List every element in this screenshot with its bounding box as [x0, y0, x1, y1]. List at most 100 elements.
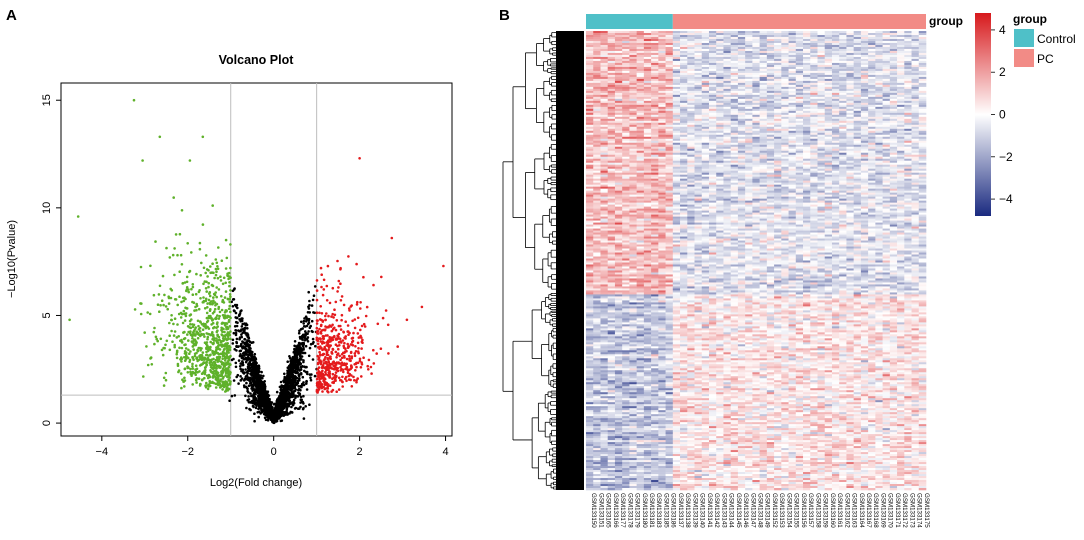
data-point [176, 253, 179, 257]
data-point [297, 387, 301, 391]
data-point [225, 387, 228, 390]
data-point [337, 388, 341, 391]
data-point [313, 374, 317, 378]
data-point [197, 333, 201, 336]
data-point [191, 356, 195, 360]
heatmap-cell [882, 34, 891, 38]
data-point [173, 330, 177, 333]
data-point [319, 383, 322, 387]
heatmap-cell [795, 50, 804, 54]
data-point [215, 302, 219, 306]
heatmap-cell [694, 44, 703, 48]
data-point [300, 398, 304, 402]
heatmap-cell [795, 46, 804, 50]
heatmap-cell [759, 36, 768, 40]
data-point [191, 365, 194, 368]
data-point [303, 333, 307, 337]
data-point [259, 397, 262, 400]
data-point [213, 310, 216, 314]
data-point [149, 356, 153, 359]
heatmap-cell [622, 33, 630, 36]
data-point [145, 345, 148, 348]
data-point [318, 318, 322, 321]
data-point [212, 360, 216, 364]
data-point [285, 408, 289, 412]
data-point [287, 374, 290, 378]
data-point [191, 283, 195, 286]
data-point [227, 358, 231, 362]
x-tick-label: −2 [181, 446, 194, 458]
data-point [318, 347, 321, 351]
data-point [226, 331, 230, 334]
data-point [238, 365, 242, 368]
heatmap-cell [752, 50, 760, 54]
heatmap-cell [730, 48, 739, 52]
data-point [226, 367, 230, 371]
points-up [315, 157, 445, 394]
data-point [257, 380, 261, 384]
data-point [327, 340, 331, 344]
data-point [245, 381, 248, 385]
data-point [294, 396, 297, 400]
data-point [225, 322, 229, 325]
heatmap-cell [636, 48, 645, 52]
heatmap-cell [651, 42, 659, 46]
data-point [308, 346, 312, 350]
data-point [356, 361, 360, 365]
heatmap-cell [918, 42, 927, 46]
data-point [359, 307, 362, 310]
heatmap-cell [897, 36, 905, 40]
data-point [161, 353, 165, 357]
data-point [212, 271, 215, 275]
data-point [347, 378, 351, 381]
data-point [351, 336, 355, 340]
data-point [253, 395, 256, 399]
data-point [320, 312, 324, 315]
heatmap-cell [911, 31, 920, 34]
data-point [316, 367, 320, 371]
heatmap-cell [723, 46, 731, 50]
heatmap-cell [658, 42, 666, 46]
heatmap-cell [868, 40, 876, 44]
heatmap-cell [860, 31, 869, 34]
data-point [319, 305, 323, 308]
heatmap-cell [824, 44, 833, 48]
data-point [184, 314, 188, 318]
data-point [262, 374, 265, 378]
data-point [243, 338, 247, 341]
data-point [172, 334, 176, 337]
heatmap-cell [651, 50, 659, 54]
heatmap-cell [911, 48, 920, 52]
data-point [293, 344, 296, 348]
heatmap-cell [766, 44, 775, 48]
data-point [274, 414, 277, 417]
data-point [205, 350, 208, 354]
heatmap-cell [745, 44, 753, 48]
data-point [252, 369, 255, 372]
heatmap-cell [593, 36, 601, 40]
data-point [250, 358, 254, 361]
heatmap-cell [875, 42, 883, 46]
data-point [312, 294, 316, 298]
data-point [181, 312, 184, 316]
data-point [213, 293, 217, 297]
data-point [318, 372, 322, 376]
data-point [287, 384, 291, 388]
data-point [188, 360, 191, 364]
dendrogram-leaves [556, 31, 584, 490]
heatmap-cell [651, 38, 659, 42]
data-point [235, 340, 238, 344]
heatmap-cell [817, 46, 826, 50]
heatmap-cell [730, 31, 739, 34]
heatmap-cell [831, 50, 840, 54]
data-point [292, 362, 295, 366]
data-point [342, 370, 345, 374]
data-point [235, 337, 239, 341]
data-point [202, 282, 205, 286]
heatmap-cell [810, 46, 818, 50]
heatmap-cell [716, 46, 724, 50]
data-point [346, 342, 350, 346]
data-point [254, 382, 258, 385]
heatmap-cell [708, 48, 717, 52]
heatmap-cell [723, 40, 731, 44]
